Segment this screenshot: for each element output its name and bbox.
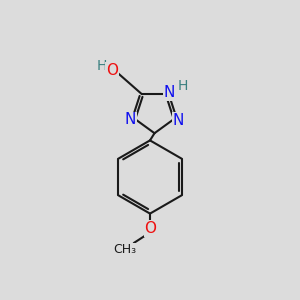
Text: H: H [178, 79, 188, 93]
Text: O: O [106, 63, 118, 78]
Text: N: N [164, 85, 175, 100]
Text: N: N [125, 112, 136, 127]
Text: H: H [96, 59, 107, 73]
Text: O: O [145, 221, 157, 236]
Text: N: N [173, 113, 184, 128]
Text: CH₃: CH₃ [113, 243, 136, 256]
